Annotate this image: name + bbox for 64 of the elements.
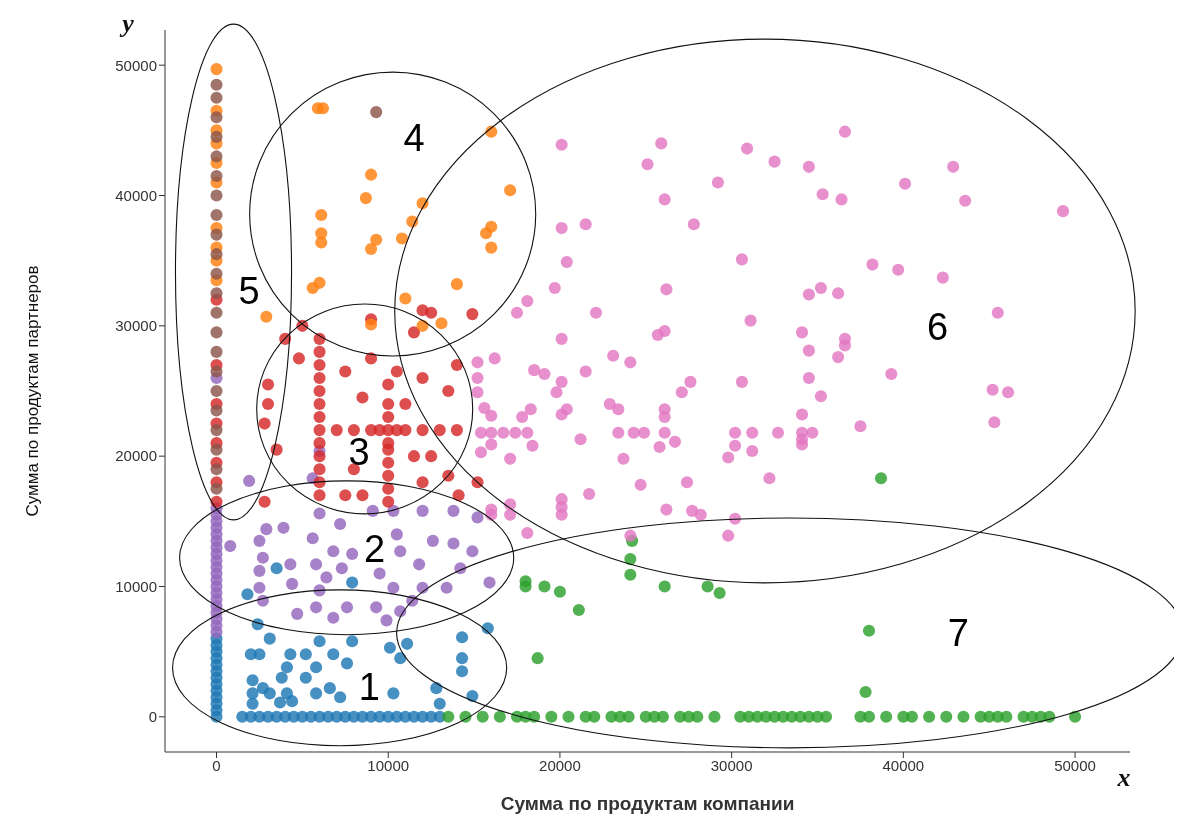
annotation: 5 (238, 269, 260, 312)
point (210, 345, 223, 358)
point (210, 130, 223, 143)
point (210, 150, 223, 163)
text: x (1116, 763, 1131, 792)
x-tick-label: 40000 (882, 756, 925, 774)
point (210, 209, 223, 222)
point (210, 78, 223, 91)
point (210, 404, 223, 417)
x-tick-label: 20000 (539, 756, 581, 774)
x-tick-label: 10000 (367, 756, 410, 774)
point (210, 189, 223, 202)
point (316, 102, 330, 115)
y-tick-label: 30000 (115, 317, 157, 335)
point (504, 184, 517, 197)
annotation: 2 (363, 527, 386, 570)
x-tick-label: 0 (212, 756, 221, 774)
point (480, 227, 493, 240)
point (210, 91, 223, 104)
point (210, 63, 223, 76)
annotation: 3 (348, 431, 370, 474)
point (210, 228, 223, 241)
point (359, 192, 372, 205)
point (210, 111, 223, 124)
point (210, 267, 223, 280)
annotation: 6 (927, 306, 949, 349)
point (450, 278, 463, 291)
annotation: 7 (947, 612, 969, 655)
y-tick-label: 40000 (115, 186, 157, 204)
x-tick-label: 50000 (1054, 756, 1096, 774)
point (399, 292, 412, 305)
point (210, 424, 223, 437)
x-axis-title: Сумма по продуктам компании (500, 793, 795, 814)
point (370, 106, 383, 119)
y-tick-label: 0 (148, 708, 157, 726)
annotation: 1 (358, 665, 380, 708)
point (306, 282, 319, 295)
point (210, 384, 223, 398)
point (210, 306, 223, 319)
point (210, 287, 223, 300)
point (315, 209, 328, 222)
y-tick-label: 10000 (115, 577, 157, 595)
point (315, 236, 328, 249)
point (485, 241, 498, 254)
point (365, 318, 378, 331)
point (210, 443, 223, 456)
point (210, 326, 223, 339)
y-axis-title: Сумма по продуктам партнеров (23, 265, 43, 517)
point (260, 310, 273, 323)
point (365, 242, 378, 255)
point (370, 233, 383, 246)
text: y (119, 9, 135, 38)
point (435, 317, 448, 330)
y-tick-label: 50000 (115, 56, 157, 74)
point (210, 482, 223, 495)
point (210, 463, 223, 476)
point (395, 232, 409, 245)
point (210, 169, 223, 182)
annotation: 4 (403, 117, 425, 160)
x-tick-label: 30000 (710, 756, 753, 774)
y-tick-label: 20000 (115, 447, 157, 465)
point (210, 365, 223, 378)
point (365, 168, 378, 181)
point (210, 248, 223, 261)
